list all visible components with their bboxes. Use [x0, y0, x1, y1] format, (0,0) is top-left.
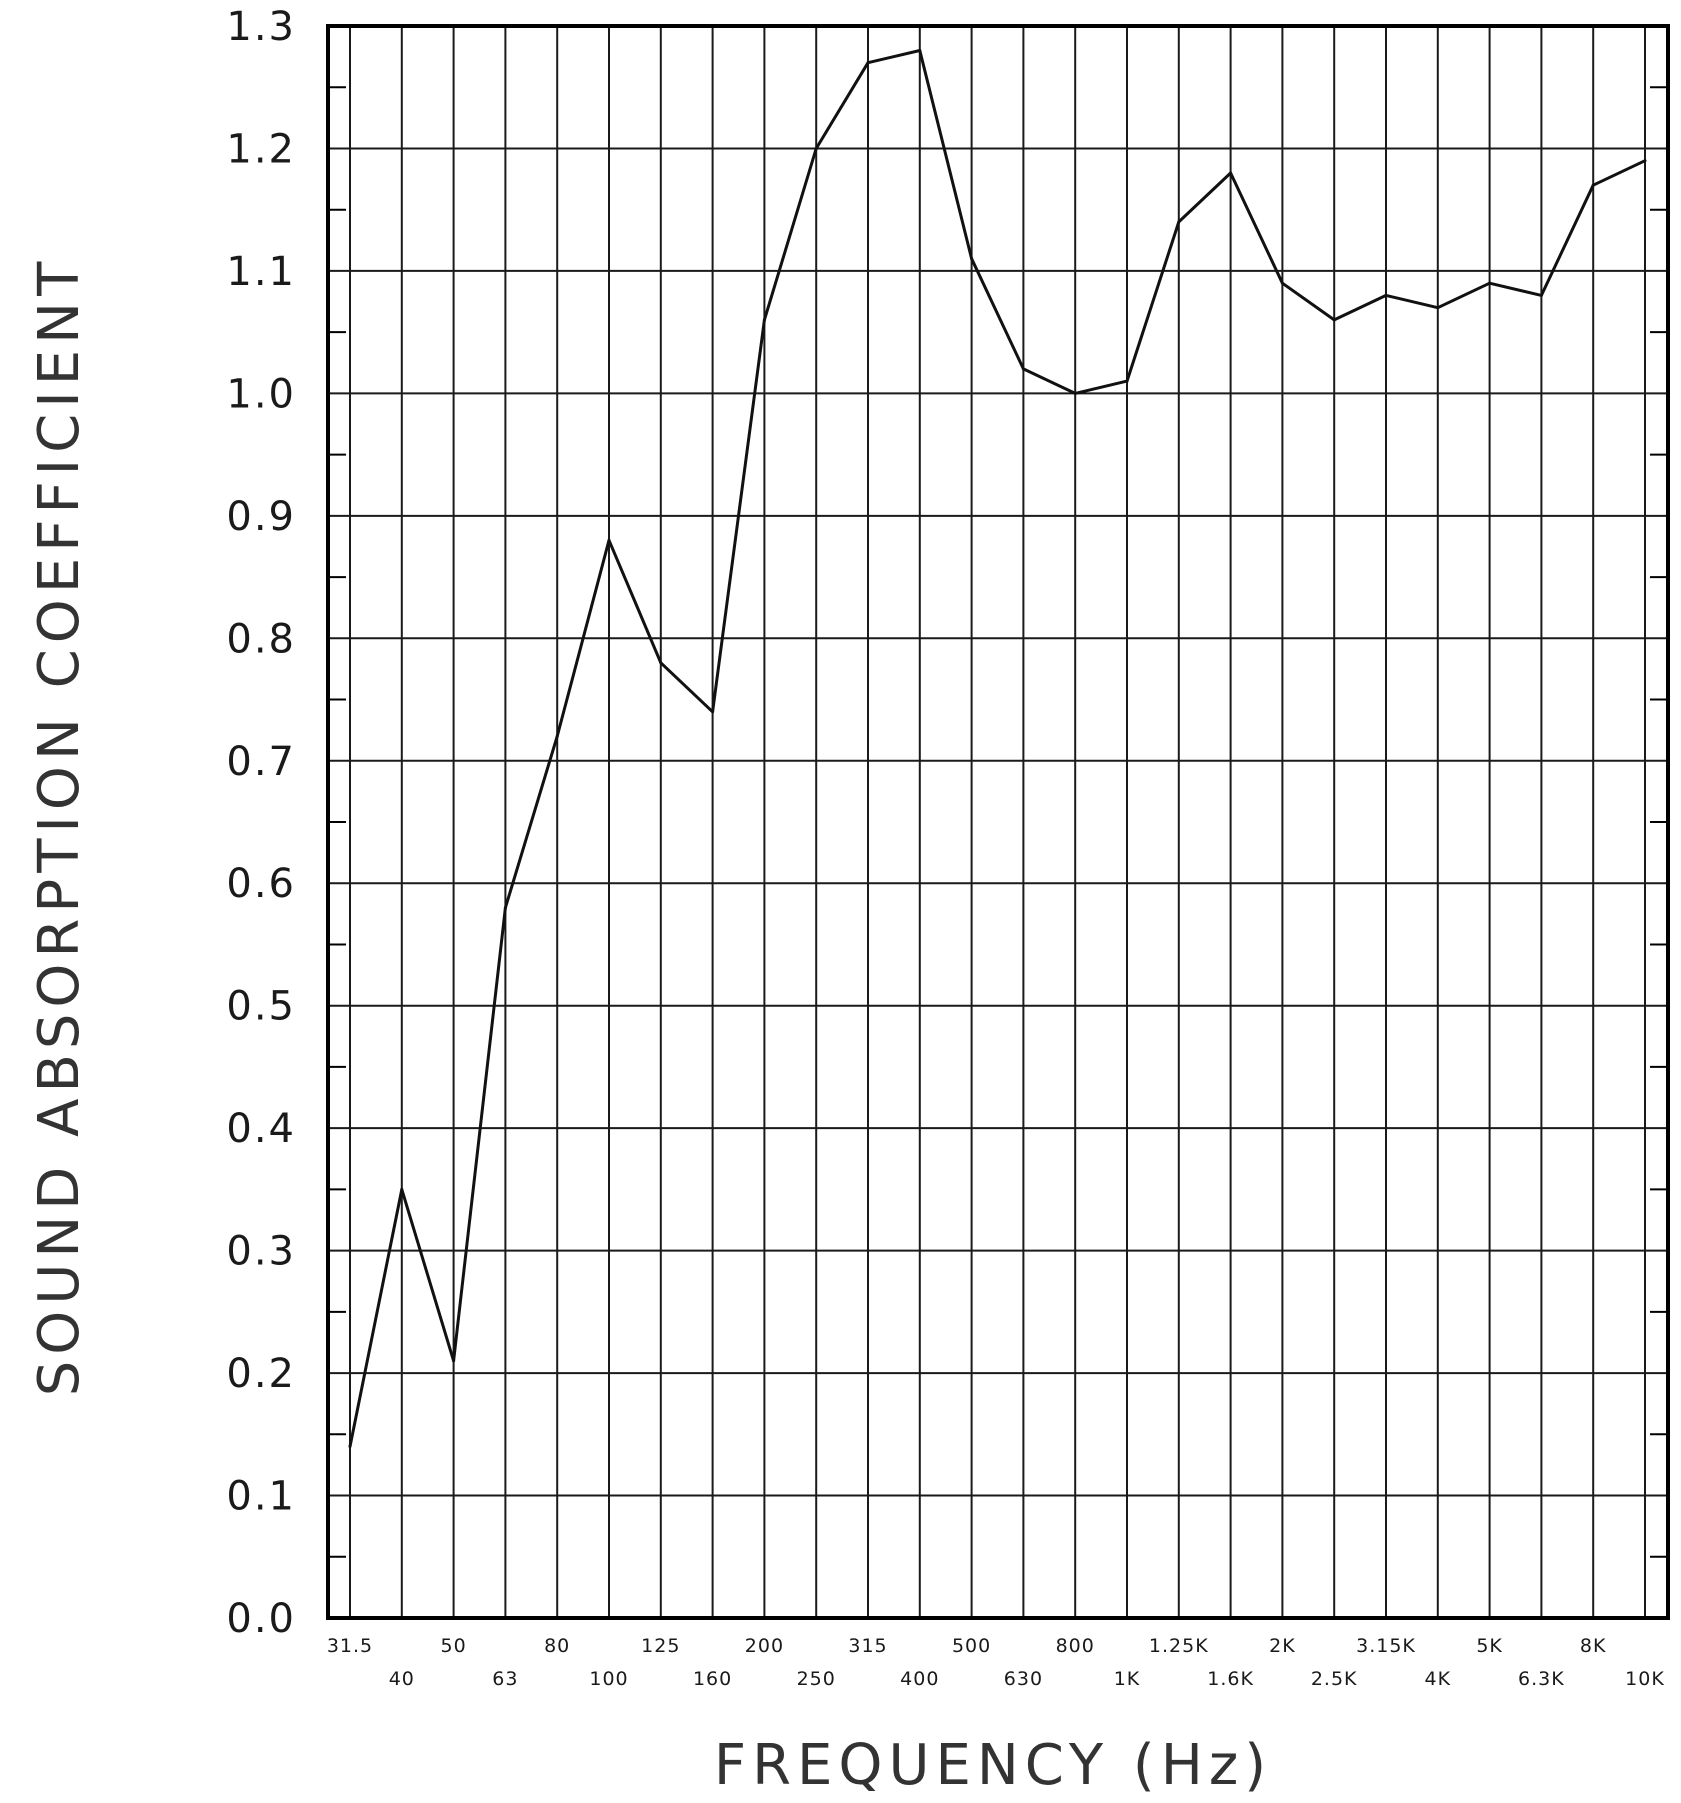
x-tick-label: 80: [544, 1635, 570, 1657]
data-point: [452, 1359, 456, 1363]
x-tick-label: 63: [492, 1668, 518, 1690]
data-point: [607, 538, 611, 542]
x-tick-label: 1.25K: [1149, 1635, 1209, 1657]
absorption-series-line: [348, 49, 1646, 1447]
y-tick-label: 1.0: [226, 371, 296, 417]
data-point: [711, 710, 715, 714]
data-point: [1125, 379, 1129, 383]
data-point: [1021, 367, 1025, 371]
y-tick-label: 0.8: [226, 616, 296, 662]
y-tick-label: 0.2: [226, 1351, 296, 1397]
x-tick-label: 8K: [1580, 1635, 1607, 1657]
data-point: [1177, 220, 1181, 224]
x-tick-label: 2.5K: [1311, 1668, 1358, 1690]
x-tick-label: 125: [641, 1635, 680, 1657]
data-point: [1539, 293, 1543, 297]
data-point: [555, 734, 559, 738]
x-tick-label: 500: [952, 1635, 991, 1657]
y-tick-label: 1.2: [226, 126, 296, 172]
x-tick-label: 6.3K: [1518, 1668, 1565, 1690]
y-tick-label: 1.3: [226, 4, 296, 50]
x-tick-label: 250: [797, 1668, 836, 1690]
axes: 0.0 0.1 0.2 0.3 0.4 0.5 0.6 0.7 0.8 0.9 1.0 1.1 1.2 1…: [226, 4, 1670, 1690]
data-point: [1591, 183, 1595, 187]
data-point: [659, 661, 663, 665]
data-point: [1280, 281, 1284, 285]
x-tick-label: 5K: [1476, 1635, 1503, 1657]
data-point: [762, 318, 766, 322]
data-point: [1436, 306, 1440, 310]
x-tick-label: 31.5: [327, 1635, 373, 1657]
x-tick-label: 100: [589, 1668, 628, 1690]
data-point: [1384, 293, 1388, 297]
y-tick-label: 0.5: [226, 984, 296, 1030]
x-tick-label: 2K: [1269, 1635, 1296, 1657]
data-point: [918, 48, 922, 52]
x-tick-label: 3.15K: [1356, 1635, 1416, 1657]
data-point: [1229, 171, 1233, 175]
grid: [328, 25, 1668, 1619]
y-tick-label: 0.3: [226, 1229, 296, 1275]
x-tick-label: 200: [745, 1635, 784, 1657]
data-point: [1643, 159, 1647, 163]
y-tick-label: 0.6: [226, 861, 296, 907]
y-tick-label: 0.0: [226, 1596, 296, 1642]
y-tick-label: 0.9: [226, 494, 296, 540]
y-axis-title: SOUND ABSORPTION COEFFICIENT: [27, 256, 92, 1397]
data-point: [866, 61, 870, 65]
y-tick-label: 0.4: [226, 1106, 296, 1152]
data-point: [814, 146, 818, 150]
x-axis-title: FREQUENCY (Hz): [714, 1733, 1272, 1798]
data-point: [1073, 391, 1077, 395]
x-tick-label: 400: [900, 1668, 939, 1690]
x-tick-label: 800: [1056, 1635, 1095, 1657]
series-layer: [348, 48, 1647, 1449]
x-tick-label: 10K: [1625, 1668, 1665, 1690]
x-tick-label: 50: [441, 1635, 467, 1657]
data-point: [1332, 318, 1336, 322]
x-tick-label: 40: [389, 1668, 415, 1690]
y-tick-label: 1.1: [226, 249, 296, 295]
x-tick-label: 1.6K: [1207, 1668, 1254, 1690]
data-point: [970, 257, 974, 261]
x-tick-label: 1K: [1114, 1668, 1141, 1690]
plot-frame: [326, 24, 1670, 1620]
x-tick-label: 315: [848, 1635, 887, 1657]
data-point: [400, 1187, 404, 1191]
x-tick-label: 630: [1004, 1668, 1043, 1690]
y-tick-label: 0.1: [226, 1474, 296, 1520]
data-point: [503, 906, 507, 910]
y-tick-label: 0.7: [226, 739, 296, 785]
data-point: [348, 1445, 352, 1449]
data-point: [1488, 281, 1492, 285]
x-tick-label: 4K: [1425, 1668, 1452, 1690]
x-tick-label: 160: [693, 1668, 732, 1690]
